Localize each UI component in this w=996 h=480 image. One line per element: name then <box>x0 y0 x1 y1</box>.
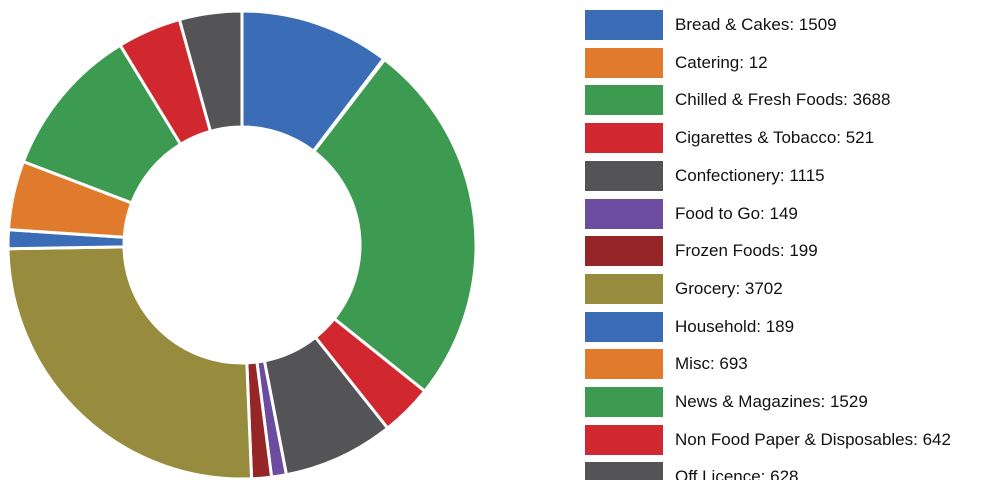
legend-swatch <box>585 425 663 455</box>
legend-swatch <box>585 48 663 78</box>
legend-label: Confectionery: 1115 <box>675 161 825 191</box>
legend-item[interactable]: Frozen Foods: 199 <box>585 236 818 266</box>
legend-item[interactable]: Confectionery: 1115 <box>585 161 825 191</box>
legend-label: Non Food Paper & Disposables: 642 <box>675 425 951 455</box>
legend-swatch <box>585 274 663 304</box>
legend-item[interactable]: Catering: 12 <box>585 48 768 78</box>
legend-label: Chilled & Fresh Foods: 3688 <box>675 85 890 115</box>
legend-swatch <box>585 10 663 40</box>
legend-item[interactable]: Household: 189 <box>585 312 794 342</box>
legend-swatch <box>585 349 663 379</box>
legend-item[interactable]: News & Magazines: 1529 <box>585 387 868 417</box>
legend-item[interactable]: Cigarettes & Tobacco: 521 <box>585 123 874 153</box>
legend-swatch <box>585 312 663 342</box>
legend-label: Grocery: 3702 <box>675 274 783 304</box>
legend-item[interactable]: Food to Go: 149 <box>585 199 798 229</box>
legend-swatch <box>585 123 663 153</box>
legend-item[interactable]: Off Licence: 628 <box>585 462 799 480</box>
legend-label: Misc: 693 <box>675 349 748 379</box>
legend-item[interactable]: Misc: 693 <box>585 349 748 379</box>
donut-slice-7[interactable] <box>8 247 252 479</box>
legend-label: Frozen Foods: 199 <box>675 236 818 266</box>
legend-swatch <box>585 199 663 229</box>
legend-item[interactable]: Non Food Paper & Disposables: 642 <box>585 425 951 455</box>
legend-label: Food to Go: 149 <box>675 199 798 229</box>
legend-swatch <box>585 462 663 480</box>
legend: Bread & Cakes: 1509 Catering: 12 Chilled &… <box>585 10 996 480</box>
legend-label: News & Magazines: 1529 <box>675 387 868 417</box>
legend-item[interactable]: Chilled & Fresh Foods: 3688 <box>585 85 890 115</box>
legend-swatch <box>585 236 663 266</box>
legend-item[interactable]: Bread & Cakes: 1509 <box>585 10 837 40</box>
legend-swatch <box>585 161 663 191</box>
legend-label: Off Licence: 628 <box>675 462 799 480</box>
legend-swatch <box>585 387 663 417</box>
legend-label: Catering: 12 <box>675 48 768 78</box>
donut-chart <box>0 0 580 480</box>
legend-label: Household: 189 <box>675 312 794 342</box>
legend-label: Bread & Cakes: 1509 <box>675 10 837 40</box>
legend-item[interactable]: Grocery: 3702 <box>585 274 783 304</box>
legend-label: Cigarettes & Tobacco: 521 <box>675 123 874 153</box>
legend-swatch <box>585 85 663 115</box>
